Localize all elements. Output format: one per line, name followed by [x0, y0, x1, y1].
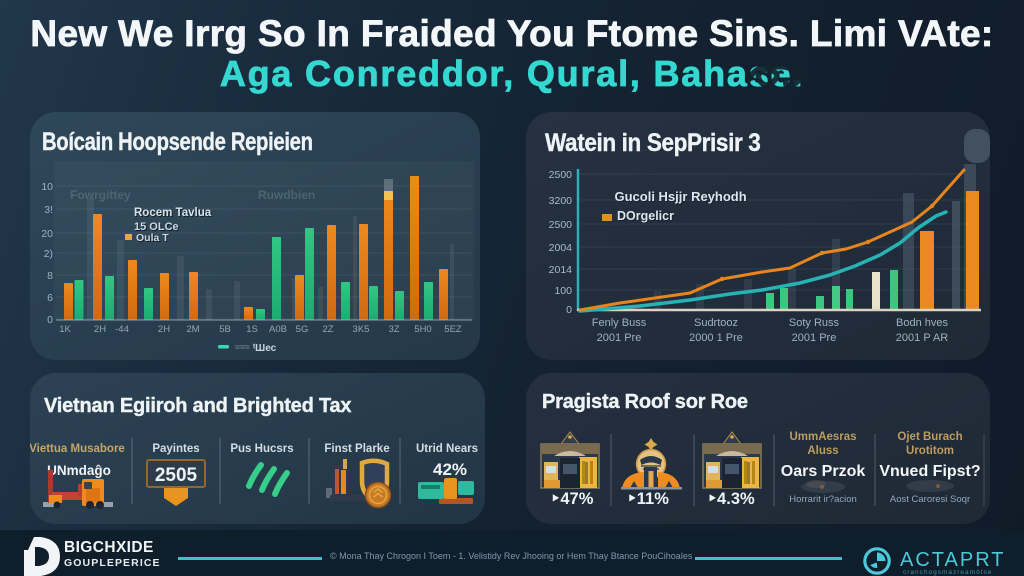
svg-text:‣47%: ‣47% [551, 490, 594, 508]
svg-text:Vnued Fipst?: Vnued Fipst? [879, 463, 980, 480]
svg-text:2): 2) [44, 248, 53, 260]
svg-text:5B: 5B [219, 324, 231, 335]
svg-text:2Z: 2Z [322, 324, 333, 335]
svg-text:Urotitom: Urotitom [906, 445, 954, 457]
svg-text:Pus Hucsrs: Pus Hucsrs [230, 443, 293, 455]
svg-text:Viettua Musabore: Viettua Musabore [30, 443, 125, 455]
svg-text:Soty Russ: Soty Russ [789, 317, 840, 329]
svg-text:1K: 1K [59, 324, 71, 335]
svg-text:2001 P AR: 2001 P AR [896, 332, 948, 344]
svg-text:‣4.3%: ‣4.3% [707, 490, 755, 508]
svg-text:Oula T: Oula T [137, 233, 170, 245]
svg-text:UNmdaĝo: UNmdaĝo [47, 463, 111, 478]
svg-text:Bodn hves: Bodn hves [896, 317, 948, 329]
svg-text:1S: 1S [246, 324, 258, 335]
svg-text:15 OLCe: 15 OLCe [134, 221, 179, 233]
svg-text:Ruwdbien: Ruwdbien [258, 188, 315, 202]
svg-text:‣11%: ‣11% [627, 490, 669, 508]
svg-text:Utrid Nears: Utrid Nears [416, 443, 478, 455]
svg-text:Rocem Tavlua: Rocem Tavlua [134, 207, 212, 219]
svg-text:Oula T: Oula T [136, 232, 169, 244]
svg-text:3!: 3! [44, 204, 53, 216]
svg-text:2505: 2505 [155, 465, 198, 486]
svg-text:A0B: A0B [269, 324, 287, 335]
svg-text:ᵗШес: ᵗШес [253, 343, 277, 354]
svg-text:2001 Pre: 2001 Pre [597, 332, 642, 344]
svg-text:Sudrtooz: Sudrtooz [694, 317, 738, 329]
svg-text:Fowrgittey: Fowrgittey [70, 188, 131, 202]
svg-text:3Z: 3Z [388, 324, 399, 335]
svg-text:2004: 2004 [549, 242, 573, 254]
svg-text:2500: 2500 [549, 219, 573, 231]
svg-text:≈≈≈: ≈≈≈ [235, 342, 250, 352]
svg-text:8: 8 [47, 270, 53, 282]
svg-text:DOrgelicr: DOrgelicr [618, 210, 675, 224]
svg-text:2000 1 Pre: 2000 1 Pre [689, 332, 743, 344]
svg-text:2001 Pre: 2001 Pre [792, 332, 837, 344]
svg-text:42%: 42% [433, 460, 467, 479]
svg-text:2H: 2H [94, 324, 106, 335]
svg-text:Aluss: Aluss [807, 445, 838, 457]
svg-text:UmmAesras: UmmAesras [789, 431, 856, 443]
svg-text:6: 6 [47, 292, 53, 304]
svg-text:5EZ: 5EZ [444, 324, 462, 335]
svg-text:5H0: 5H0 [414, 324, 431, 335]
svg-text:Gucoli Hsjjr Reyhodh: Gucoli Hsjjr Reyhodh [616, 190, 748, 205]
svg-text:2014: 2014 [549, 264, 573, 276]
svg-text:2M: 2M [186, 324, 199, 335]
svg-text:Oars Przok: Oars Przok [781, 463, 866, 480]
svg-text:0: 0 [47, 314, 53, 326]
svg-text:20: 20 [41, 228, 53, 240]
svg-text:3K5: 3K5 [353, 324, 370, 335]
svg-text:2H: 2H [158, 324, 170, 335]
svg-text:0: 0 [566, 304, 572, 316]
svg-text:Gucoli Hsjjr Reyhodh: Gucoli Hsjjr Reyhodh [615, 189, 747, 204]
svg-text:5G: 5G [296, 324, 309, 335]
svg-text:Ojet Burach: Ojet Burach [897, 431, 962, 443]
svg-text:Horrarit ir?acion: Horrarit ir?acion [789, 494, 857, 505]
svg-text:2500: 2500 [549, 169, 573, 181]
svg-text:10: 10 [41, 181, 53, 193]
svg-text:Finst Plarke: Finst Plarke [324, 443, 389, 455]
svg-text:Fenly Buss: Fenly Buss [592, 317, 647, 329]
svg-text:Aost Caroresi Soqr: Aost Caroresi Soqr [890, 494, 970, 505]
svg-text:15 OLCe: 15 OLCe [135, 222, 180, 234]
svg-text:3200: 3200 [549, 195, 573, 207]
svg-text:Rocem Tavlua: Rocem Tavlua [135, 208, 213, 220]
svg-text:100: 100 [554, 285, 572, 297]
svg-text:Payintes: Payintes [152, 443, 199, 455]
svg-text:DOrgelicr: DOrgelicr [617, 209, 674, 223]
svg-text:-44: -44 [115, 324, 129, 335]
